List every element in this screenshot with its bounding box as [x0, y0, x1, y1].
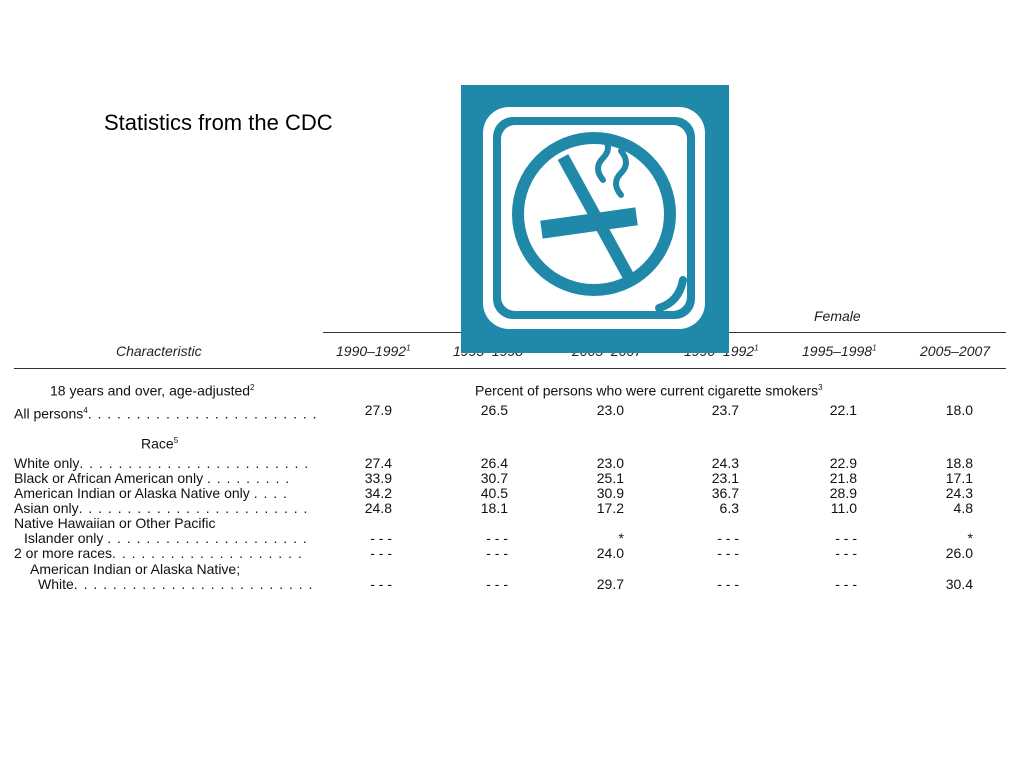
table-cell: 30.9 — [596, 485, 624, 501]
no-smoking-icon — [461, 85, 729, 353]
characteristic-header: Characteristic — [116, 343, 202, 359]
table-cell: 22.9 — [829, 455, 857, 471]
table-cell: 26.4 — [480, 455, 508, 471]
table-cell: - - - — [486, 576, 508, 592]
table-row-label: 2 or more races. . . . . . . . . . . . .… — [14, 545, 303, 561]
table-cell: 23.0 — [596, 455, 624, 471]
table-cell: 27.4 — [364, 455, 392, 471]
table-cell: 18.0 — [945, 402, 973, 418]
column-header: 1995–19981 — [802, 343, 877, 359]
table-cell: 23.7 — [711, 402, 739, 418]
table-cell: 24.3 — [945, 485, 973, 501]
table-cell: 17.1 — [945, 470, 973, 486]
table-cell: 25.1 — [596, 470, 624, 486]
table-row-label: Asian only. . . . . . . . . . . . . . . … — [14, 500, 309, 516]
table-cell: 28.9 — [829, 485, 857, 501]
table-cell: 6.3 — [719, 500, 739, 516]
table-cell: 23.1 — [711, 470, 739, 486]
table-row-label: Black or African American only . . . . .… — [14, 470, 291, 486]
table-cell: 17.2 — [596, 500, 624, 516]
table-cell: - - - — [370, 530, 392, 546]
table-row-label: American Indian or Alaska Native; — [30, 561, 241, 577]
table-cell: - - - — [486, 545, 508, 561]
table-cell: 24.3 — [711, 455, 739, 471]
table-cell: - - - — [717, 545, 739, 561]
age-adjusted-section-label: 18 years and over, age-adjusted2 — [50, 382, 255, 399]
table-cell: 29.7 — [596, 576, 624, 592]
table-cell: 18.8 — [945, 455, 973, 471]
table-row-label: White only. . . . . . . . . . . . . . . … — [14, 455, 310, 471]
table-cell: - - - — [835, 530, 857, 546]
table-cell: - - - — [835, 576, 857, 592]
table-cell: * — [967, 530, 973, 546]
table-cell: - - - — [717, 576, 739, 592]
table-cell: 26.0 — [945, 545, 973, 561]
female-group-header: Female — [814, 308, 861, 324]
table-row-label: Native Hawaiian or Other Pacific — [14, 515, 216, 531]
table-cell: 34.2 — [364, 485, 392, 501]
table-cell: 18.1 — [480, 500, 508, 516]
table-cell: 36.7 — [711, 485, 739, 501]
table-cell: - - - — [835, 545, 857, 561]
column-header: 2005–2007 — [920, 343, 991, 359]
table-cell: 30.4 — [945, 576, 973, 592]
table-cell: - - - — [717, 530, 739, 546]
table-row-label: American Indian or Alaska Native only . … — [14, 485, 288, 501]
table-cell: 30.7 — [480, 470, 508, 486]
table-cell: 21.8 — [829, 470, 857, 486]
table-row-label: White. . . . . . . . . . . . . . . . . .… — [38, 576, 314, 592]
column-header: 1990–19921 — [336, 343, 411, 359]
header-rule-bottom — [14, 368, 1006, 369]
table-row-label: Islander only . . . . . . . . . . . . . … — [24, 530, 308, 546]
table-cell: 27.9 — [364, 402, 392, 418]
table-cell: 11.0 — [830, 500, 857, 516]
table-cell: - - - — [486, 530, 508, 546]
table-cell: 24.8 — [364, 500, 392, 516]
table-cell: 22.1 — [829, 402, 857, 418]
table-cell: - - - — [370, 545, 392, 561]
table-cell: 23.0 — [596, 402, 624, 418]
table-cell: 4.8 — [953, 500, 973, 516]
table-row-label: All persons4. . . . . . . . . . . . . . … — [14, 405, 318, 422]
table-cell: * — [618, 530, 624, 546]
table-cell: 33.9 — [364, 470, 392, 486]
race-section-label: Race5 — [141, 435, 179, 452]
slide-title: Statistics from the CDC — [104, 110, 333, 135]
table-cell: 40.5 — [480, 485, 508, 501]
table-cell: 26.5 — [480, 402, 508, 418]
table-cell: - - - — [370, 576, 392, 592]
measure-label: Percent of persons who were current ciga… — [475, 382, 823, 399]
table-cell: 24.0 — [596, 545, 624, 561]
